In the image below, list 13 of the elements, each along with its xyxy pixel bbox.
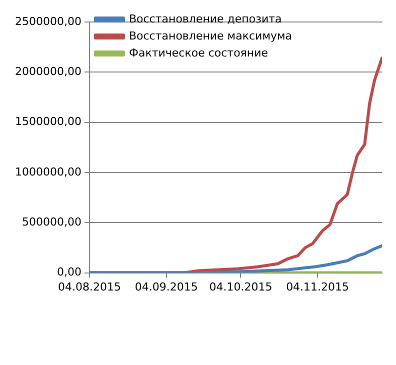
x-tick-label: 04.11.2015	[286, 280, 350, 294]
y-tick-label: 1500000,00	[15, 115, 82, 128]
legend-label: Фактическое состояние	[128, 46, 268, 60]
y-tick-label: 2500000,00	[15, 14, 82, 28]
legend-label: Восстановление депозита	[128, 12, 282, 26]
y-tick-label: 1000000,00	[15, 165, 82, 178]
y-tick-label: 500000,00	[22, 216, 82, 228]
legend-label: Восстановление максимума	[128, 29, 292, 42]
x-tick-label: 04.09.2015	[134, 280, 198, 294]
y-tick-label: 0,00	[56, 266, 82, 279]
x-tick-label: 04.10.2015	[209, 280, 272, 294]
y-tick-label: 2000000,00	[15, 65, 82, 78]
x-tick-label: 04.08.2015	[58, 280, 121, 294]
